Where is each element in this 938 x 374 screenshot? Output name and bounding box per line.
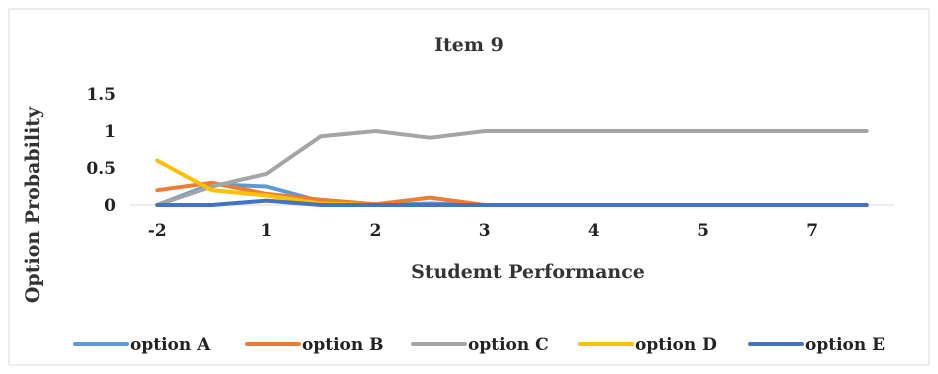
- series-line-option-c: [155, 129, 869, 207]
- x-axis-label: Studemt Performance: [411, 261, 645, 283]
- series-line-option-e: [155, 198, 869, 207]
- legend: option A option B option C option D option E: [73, 335, 885, 355]
- chart-border: [8, 8, 930, 366]
- y-axis-ticks: 0 0.5 1 1.5: [86, 85, 116, 216]
- x-tick-label: 3: [479, 221, 491, 241]
- legend-item: option B: [245, 335, 384, 355]
- x-axis-ticks: -2 1 2 3 4 5 7: [148, 221, 818, 241]
- x-tick-label: 7: [806, 221, 818, 241]
- legend-label: option E: [805, 335, 885, 355]
- y-tick-label: 1.5: [86, 85, 116, 105]
- legend-item: option A: [73, 335, 211, 355]
- y-tick-label: 0: [104, 196, 116, 216]
- x-tick-label: 4: [588, 221, 600, 241]
- legend-item: option D: [578, 335, 717, 355]
- y-tick-label: 0.5: [86, 159, 116, 179]
- legend-item: option C: [411, 335, 549, 355]
- legend-label: option B: [302, 335, 384, 355]
- chart-title: Item 9: [434, 34, 504, 56]
- legend-label: option A: [130, 335, 211, 355]
- y-axis-label: Option Probability: [22, 106, 44, 303]
- legend-item: option E: [748, 335, 885, 355]
- x-tick-label: 1: [261, 221, 273, 241]
- legend-label: option C: [468, 335, 549, 355]
- legend-label: option D: [635, 335, 717, 355]
- x-tick-label: 2: [370, 221, 382, 241]
- x-tick-label: -2: [148, 221, 167, 241]
- x-tick-label: 5: [697, 221, 709, 241]
- series-lines: [155, 129, 869, 207]
- y-tick-label: 1: [104, 122, 116, 142]
